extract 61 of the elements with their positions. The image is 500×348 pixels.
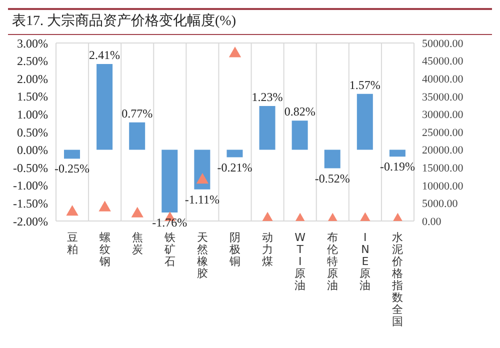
x-tick-label: 天然橡胶: [196, 231, 208, 280]
point: [196, 173, 209, 184]
point: [98, 200, 111, 212]
x-tick-label: WTI原油: [294, 231, 306, 292]
y-tick-label: 3.00%: [17, 36, 48, 50]
y-tick-label: 1.50%: [17, 90, 48, 104]
y2-tick-label: 45000.00: [422, 56, 464, 68]
x-tick-label: 焦炭: [132, 231, 143, 256]
y2-tick-label: 15000.00: [422, 162, 464, 175]
y-tick-label: 2.50%: [17, 54, 48, 68]
y-tick-label: 0.50%: [17, 125, 48, 140]
y2-tick-label: 40000.00: [422, 74, 464, 86]
y-tick-label: -0.50%: [13, 160, 48, 175]
y2-tick-label: 5000.00: [422, 198, 458, 210]
x-tick-label: 阴极铜: [228, 231, 240, 268]
y2-tick-label: 25000.00: [422, 126, 464, 139]
data-label: -1.11%: [184, 192, 220, 206]
x-tick-label: INE原油: [360, 231, 371, 292]
bar: [64, 150, 80, 159]
data-label: 1.57%: [349, 78, 380, 92]
bar: [324, 150, 340, 168]
chart-title: 表17. 大宗商品资产价格变化幅度(%): [8, 8, 492, 35]
point: [131, 206, 144, 218]
y-tick-label: 2.00%: [17, 72, 48, 86]
data-label: -0.21%: [217, 160, 252, 174]
bar: [226, 150, 243, 158]
data-label: -0.19%: [380, 160, 415, 174]
y2-tick-label: 20000.00: [422, 144, 464, 157]
data-label: 1.23%: [252, 90, 283, 104]
bar: [162, 150, 178, 212]
y-tick-label: -1.50%: [13, 196, 48, 210]
bar: [259, 106, 276, 150]
y-tick-label: -2.00%: [13, 214, 48, 228]
bar: [356, 94, 373, 150]
y2-tick-label: 10000.00: [422, 180, 464, 192]
data-label: -0.52%: [314, 171, 350, 186]
point: [66, 205, 78, 216]
data-label: 0.82%: [284, 104, 316, 119]
data-label: -0.25%: [54, 162, 90, 176]
bar: [389, 150, 406, 157]
y2-tick-label: 50000.00: [422, 38, 464, 50]
x-tick-label: 水泥价格指数全国: [391, 231, 404, 328]
point: [228, 46, 242, 58]
x-tick-label: 动力煤: [262, 231, 274, 268]
x-tick-label: 螺纹钢: [98, 231, 110, 268]
x-tick-label: 铁矿石: [163, 231, 176, 268]
data-label: 2.41%: [89, 48, 120, 62]
y-tick-label: 1.00%: [17, 107, 48, 122]
data-label: 0.77%: [122, 106, 153, 120]
y-tick-label: -1.00%: [13, 178, 48, 193]
y2-tick-label: 35000.00: [422, 91, 464, 104]
x-tick-label: 豆粕: [66, 231, 78, 256]
x-tick-label: 布伦特原油: [327, 231, 338, 292]
bar: [129, 122, 146, 150]
y2-tick-label: 0.00: [422, 216, 442, 228]
y-tick-label: 0.00%: [17, 143, 48, 158]
bar: [292, 120, 308, 150]
bar: [96, 64, 113, 150]
bar: [194, 150, 210, 190]
data-label: -1.76%: [152, 215, 188, 230]
y2-tick-label: 30000.00: [422, 109, 464, 122]
